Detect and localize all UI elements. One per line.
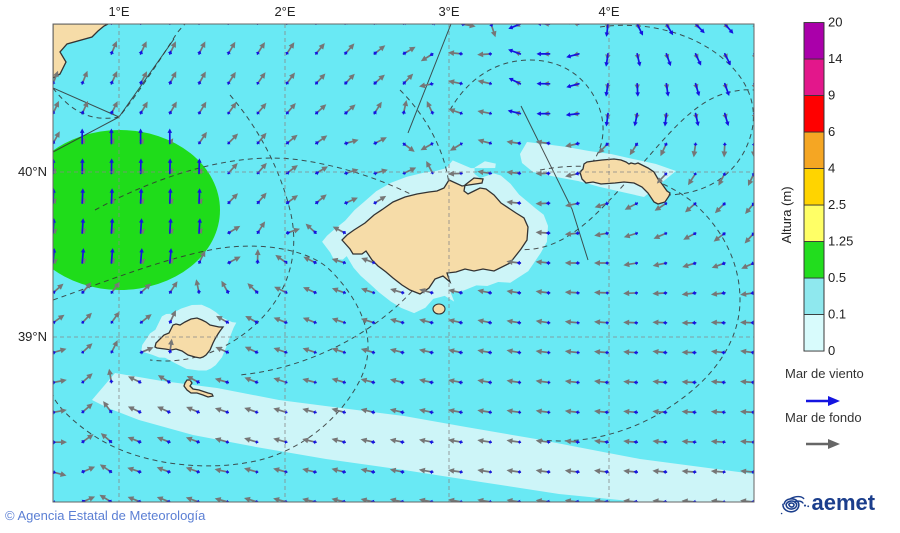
svg-text:6: 6	[828, 124, 835, 139]
svg-text:1°E: 1°E	[108, 4, 129, 19]
svg-text:4: 4	[828, 161, 835, 176]
svg-text:Altura (m): Altura (m)	[779, 186, 794, 243]
svg-text:14: 14	[828, 51, 842, 66]
svg-text:aemet: aemet	[812, 490, 876, 515]
svg-text:0.1: 0.1	[828, 307, 846, 322]
svg-text:Mar de fondo: Mar de fondo	[785, 410, 862, 425]
svg-text:2.5: 2.5	[828, 197, 846, 212]
svg-text:4°E: 4°E	[598, 4, 619, 19]
svg-text:20: 20	[828, 15, 842, 30]
svg-text:40°N: 40°N	[18, 164, 47, 179]
svg-text:9: 9	[828, 88, 835, 103]
svg-text:3°E: 3°E	[438, 4, 459, 19]
svg-text:39°N: 39°N	[18, 329, 47, 344]
svg-text:0.5: 0.5	[828, 270, 846, 285]
svg-text:© Agencia Estatal de Meteorolo: © Agencia Estatal de Meteorología	[5, 508, 206, 523]
svg-text:0: 0	[828, 343, 835, 358]
svg-text:1.25: 1.25	[828, 234, 853, 249]
svg-text:Mar de viento: Mar de viento	[785, 366, 864, 381]
svg-text:2°E: 2°E	[274, 4, 295, 19]
